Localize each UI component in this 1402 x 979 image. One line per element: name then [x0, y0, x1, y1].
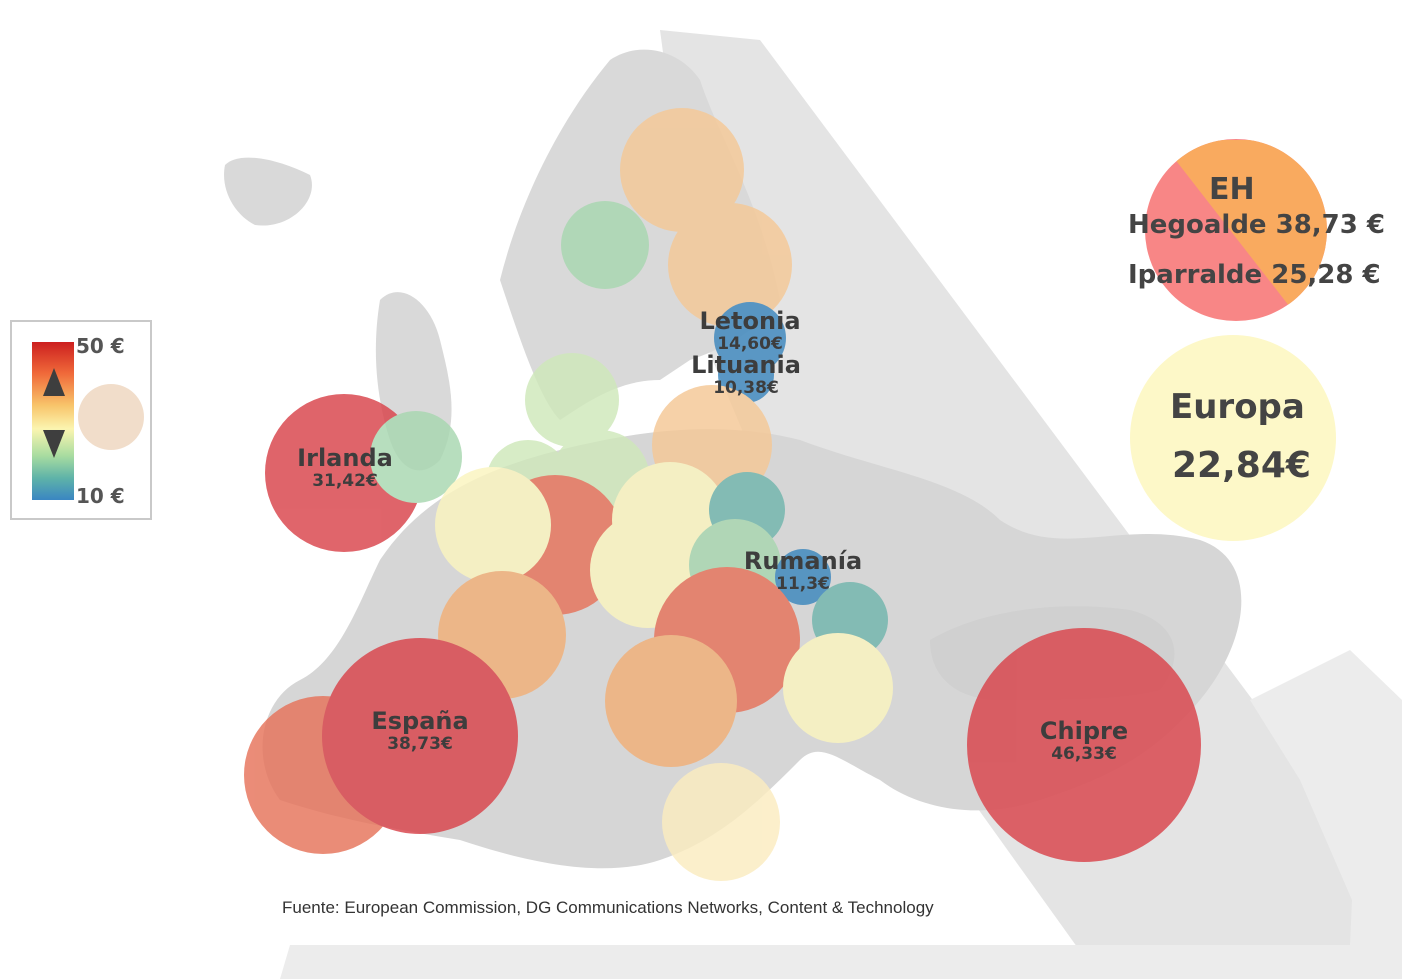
- country-name: Rumanía: [743, 547, 863, 575]
- country-name: Irlanda: [297, 444, 393, 472]
- label-irlanda: Irlanda 31,42€: [297, 445, 393, 491]
- europa-bubble: [1130, 335, 1336, 541]
- bubble-spain: [322, 638, 518, 834]
- bubble-cyprus: [967, 628, 1201, 862]
- country-value: 46,33€: [1051, 744, 1117, 764]
- source-note: Fuente: European Commission, DG Communic…: [282, 898, 934, 917]
- russia-shadow: [660, 30, 1402, 979]
- bubble-france: [435, 467, 551, 583]
- bottom-band: [280, 650, 1402, 979]
- legend-min-label: 10 €: [76, 484, 125, 508]
- iceland: [224, 157, 312, 226]
- eh-bubble: [1145, 139, 1327, 321]
- bubble-malta: [662, 763, 780, 881]
- bubble-uk: [370, 411, 462, 503]
- arrow-down-icon: [43, 430, 65, 458]
- country-value: 10,38€: [713, 378, 779, 398]
- label-rumania: Rumanía 11,3€: [744, 548, 862, 594]
- label-espana: España 38,73€: [371, 708, 468, 754]
- label-letonia: Letonia 14,60€: [699, 308, 800, 354]
- bubble-finland-north: [620, 108, 744, 232]
- country-value: 38,73€: [387, 734, 453, 754]
- europa-name: Europa: [1170, 387, 1305, 427]
- color-legend: 50 € 10 €: [10, 320, 152, 520]
- country-name: Lituania: [691, 351, 801, 379]
- europa-value: 22,84€: [1172, 445, 1311, 486]
- country-value: 31,42€: [312, 471, 378, 491]
- label-lituania: Lituania 10,38€: [691, 352, 801, 398]
- legend-max-label: 50 €: [76, 334, 125, 358]
- country-value: 14,60€: [717, 334, 783, 354]
- legend-size-circle: [78, 384, 144, 450]
- bubble-finland: [668, 203, 792, 327]
- label-chipre: Chipre 46,33€: [1040, 718, 1128, 764]
- bubble-greece: [783, 633, 893, 743]
- bubble-sweden: [561, 201, 649, 289]
- country-bubbles: [244, 108, 1201, 881]
- country-name: España: [371, 707, 469, 735]
- eh-hegoalde: Hegoalde 38,73 €: [1128, 210, 1386, 240]
- bubble-italy: [605, 635, 737, 767]
- arrow-up-icon: [43, 368, 65, 396]
- bubble-romania: [775, 549, 831, 605]
- eh-iparralde: Iparralde 25,28 €: [1128, 260, 1381, 290]
- legend-gradient-bar: [32, 342, 74, 500]
- bubble-denmark: [525, 353, 619, 447]
- country-name: Chipre: [1039, 717, 1129, 745]
- country-name: Letonia: [699, 307, 801, 335]
- eh-title: EH: [1209, 172, 1255, 207]
- country-value: 11,3€: [776, 574, 830, 594]
